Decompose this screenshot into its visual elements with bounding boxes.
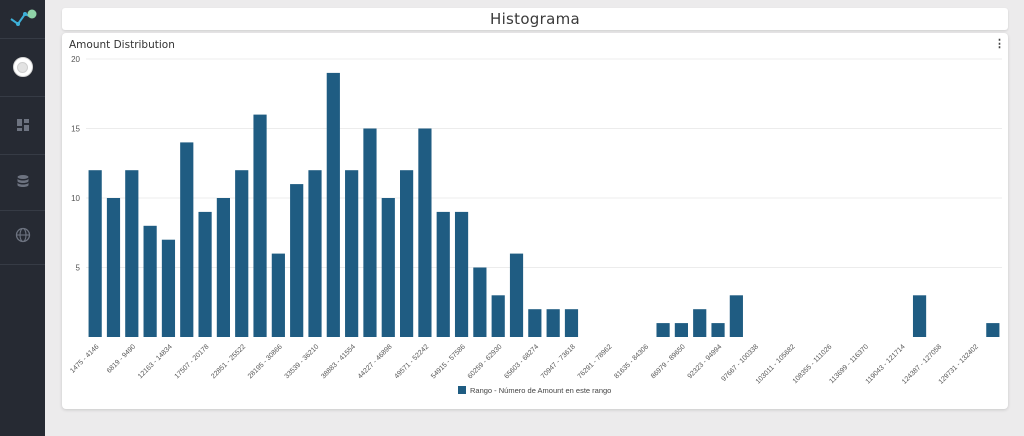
page-title: Histograma: [489, 10, 580, 28]
bar: [198, 211, 212, 337]
x-tick-label: 119043 - 121714: [865, 343, 907, 385]
bar: [656, 323, 670, 337]
x-tick-label: 38883 - 41554: [320, 343, 357, 380]
bar: [308, 170, 322, 337]
x-tick-label: 28195 - 30866: [247, 343, 284, 380]
legend-label: Rango - Número de Amount en este rango: [470, 386, 611, 395]
bar: [509, 253, 524, 337]
x-tick-label: 6819 - 9490: [106, 343, 137, 374]
x-tick-label: 60259 - 62930: [467, 343, 504, 380]
page-header: Histograma: [62, 8, 1008, 30]
chart-card: Amount Distribution ⋮ 5 10 15 20 1475 - 4146…: [62, 33, 1008, 409]
avatar: [12, 57, 33, 77]
y-tick-label: 5: [76, 264, 81, 273]
bar: [546, 309, 560, 337]
bar: [290, 184, 304, 337]
x-tick-label: 49571 - 52242: [393, 343, 430, 380]
bar: [912, 295, 927, 337]
logo-icon: [9, 9, 36, 26]
bar: [180, 142, 194, 337]
x-tick-label: 129731 - 132402: [938, 343, 980, 385]
bar: [454, 211, 469, 337]
x-tick-label: 113699 - 116370: [828, 343, 870, 385]
x-tick-label: 12163 - 14834: [137, 343, 174, 380]
bar: [345, 170, 359, 337]
bar: [143, 225, 157, 337]
bar: [693, 309, 707, 337]
user-avatar-button[interactable]: [0, 38, 45, 97]
x-tick-label: 108355 - 111026: [792, 343, 834, 385]
x-tick-label: 92323 - 94994: [687, 343, 724, 380]
dashboard-icon: [16, 119, 29, 131]
bar: [491, 295, 505, 337]
app-logo[interactable]: [0, 0, 45, 39]
bar: [271, 253, 285, 337]
x-tick-label: 1475 - 4146: [69, 343, 100, 374]
legend-swatch: [458, 386, 466, 394]
more-vert-icon[interactable]: ⋮: [994, 38, 1005, 50]
database-icon: [17, 175, 28, 187]
x-tick-label: 33539 - 36210: [284, 343, 321, 380]
y-tick-label: 20: [71, 55, 80, 64]
x-tick-label: 44227 - 46898: [357, 343, 394, 380]
bar: [363, 128, 377, 337]
bar: [436, 211, 450, 337]
x-tick-label: 81635 - 84306: [613, 343, 650, 380]
bar: [528, 309, 542, 337]
sidebar-item-dashboard[interactable]: [0, 96, 45, 155]
bar: [235, 170, 249, 337]
bar: [125, 170, 139, 337]
bar: [216, 198, 230, 337]
avatar-icon: [17, 61, 28, 73]
card-title: Amount Distribution: [69, 39, 175, 51]
bar: [88, 170, 102, 337]
x-tick-label: 17507 - 20178: [174, 343, 211, 380]
x-tick-label: 65603 - 68274: [503, 343, 540, 380]
bar: [418, 128, 432, 337]
bar: [564, 309, 579, 337]
bar: [711, 323, 725, 337]
x-tick-label: 22851 - 25522: [210, 343, 247, 380]
bar: [326, 72, 340, 338]
bar: [381, 198, 395, 337]
x-tick-label: 86979 - 89650: [650, 343, 687, 380]
bar: [473, 267, 487, 337]
histogram-chart: 5 10 15 20 1475 - 4146 6819 - 9490 12163 - 148…: [69, 55, 1002, 395]
bar: [253, 114, 267, 337]
bar: [986, 323, 1000, 337]
x-tick-label: 76291 - 78962: [577, 343, 614, 380]
y-tick-label: 15: [71, 125, 80, 134]
y-tick-label: 10: [71, 194, 80, 203]
bar: [106, 198, 121, 337]
x-tick-label: 54915 - 57586: [430, 343, 467, 380]
bar: [400, 170, 414, 337]
sidebar-item-globe[interactable]: [0, 206, 45, 265]
x-tick-label: 124387 - 127058: [901, 343, 943, 385]
x-tick-label: 97667 - 100338: [720, 343, 760, 383]
globe-icon: [15, 227, 30, 243]
x-tick-label: 70947 - 73618: [540, 343, 577, 380]
x-tick-label: 103011 - 105682: [755, 343, 797, 385]
bar: [161, 239, 176, 337]
bar: [729, 295, 743, 337]
sidebar: [0, 0, 45, 436]
sidebar-item-database[interactable]: [0, 152, 45, 211]
bar: [674, 323, 688, 337]
